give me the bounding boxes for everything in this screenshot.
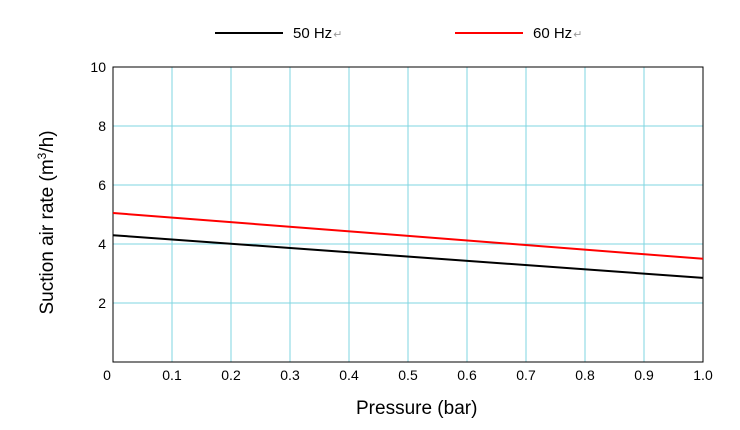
x-tick-labels: 0 0.1 0.2 0.3 0.4 0.5 0.6 0.7 0.8 0.9 1.0 bbox=[103, 367, 713, 383]
x-tick-label: 0.6 bbox=[457, 367, 477, 383]
x-tick-label: 0.7 bbox=[516, 367, 536, 383]
legend-return-mark: ↵ bbox=[333, 29, 342, 41]
x-tick-label: 0.9 bbox=[634, 367, 654, 383]
x-tick-label: 0 bbox=[103, 367, 111, 383]
grid bbox=[113, 67, 703, 362]
x-tick-label: 0.3 bbox=[280, 367, 300, 383]
x-tick-label: 0.4 bbox=[339, 367, 359, 383]
series-layer bbox=[112, 212, 704, 279]
y-axis-title-suffix: /h) bbox=[37, 130, 58, 152]
x-tick-label: 0.2 bbox=[221, 367, 241, 383]
legend: 50 Hz ↵ 60 Hz ↵ bbox=[215, 25, 582, 42]
legend-return-mark: ↵ bbox=[573, 29, 582, 41]
series-line-50hz bbox=[112, 234, 704, 279]
y-axis-title: Suction air rate (m3/h) bbox=[35, 130, 58, 314]
plot-frame bbox=[112, 66, 704, 363]
x-axis-title: Pressure (bar) bbox=[356, 398, 477, 419]
x-tick-label: 0.1 bbox=[162, 367, 182, 383]
legend-label-60hz: 60 Hz bbox=[533, 25, 572, 42]
legend-label-50hz: 50 Hz bbox=[293, 25, 332, 42]
x-tick-label: 0.8 bbox=[575, 367, 595, 383]
y-tick-labels: 2 4 6 8 10 bbox=[90, 59, 106, 311]
y-axis-title-superscript: 3 bbox=[35, 152, 49, 159]
series-line-60hz bbox=[112, 212, 704, 260]
y-tick-label: 10 bbox=[90, 59, 106, 75]
y-tick-label: 2 bbox=[98, 295, 106, 311]
y-axis-title-prefix: Suction air rate (m bbox=[37, 159, 58, 314]
x-tick-label: 1.0 bbox=[693, 367, 713, 383]
y-tick-label: 4 bbox=[98, 236, 106, 252]
y-tick-label: 6 bbox=[98, 177, 106, 193]
y-tick-label: 8 bbox=[98, 118, 106, 134]
x-tick-label: 0.5 bbox=[398, 367, 418, 383]
